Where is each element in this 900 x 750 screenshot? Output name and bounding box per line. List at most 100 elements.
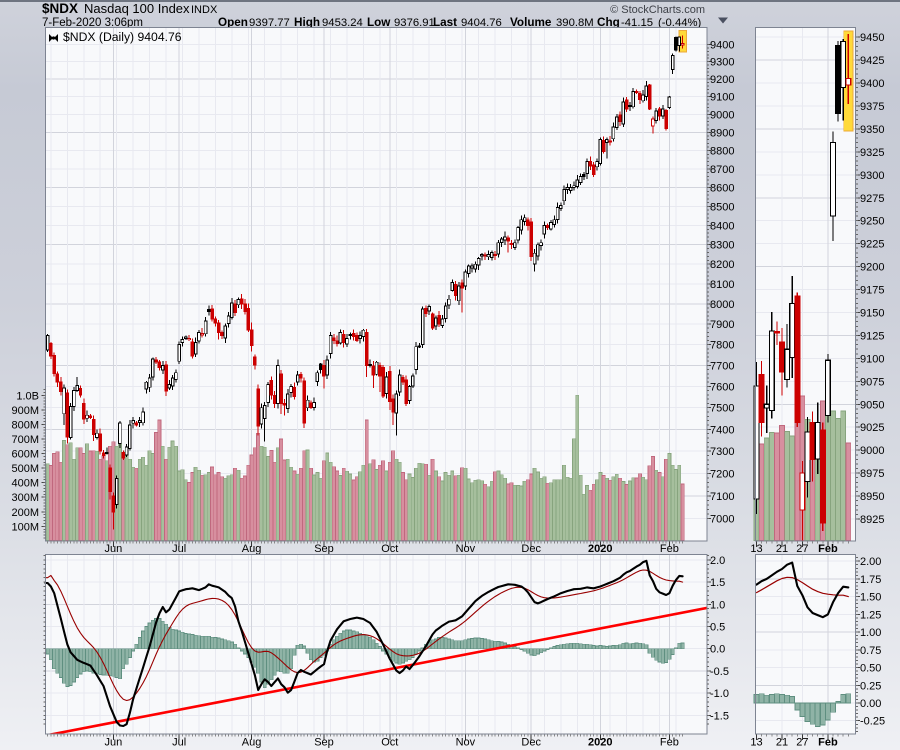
svg-text:9225: 9225 — [860, 239, 884, 251]
svg-text:9025: 9025 — [860, 422, 884, 434]
svg-text:7800: 7800 — [710, 340, 734, 352]
svg-text:-41.15: -41.15 — [621, 17, 653, 29]
svg-text:300M: 300M — [11, 492, 39, 504]
svg-text:Chg: Chg — [597, 16, 620, 29]
svg-text:9397.77: 9397.77 — [249, 17, 290, 29]
svg-text:8300: 8300 — [710, 240, 734, 252]
svg-text:9000: 9000 — [860, 445, 884, 457]
svg-text:7900: 7900 — [710, 319, 734, 331]
svg-text:9125: 9125 — [860, 331, 884, 343]
svg-text:Jul: Jul — [172, 737, 186, 749]
svg-text:$NDX: $NDX — [42, 1, 78, 16]
svg-text:9325: 9325 — [860, 147, 884, 159]
svg-text:9453.24: 9453.24 — [322, 17, 363, 29]
svg-text:Jun: Jun — [105, 543, 123, 555]
svg-text:9175: 9175 — [860, 285, 884, 297]
svg-text:9000: 9000 — [710, 110, 734, 122]
svg-text:7500: 7500 — [710, 403, 734, 415]
svg-text:7000: 7000 — [710, 514, 734, 526]
svg-text:8700: 8700 — [710, 164, 734, 176]
svg-text:7400: 7400 — [710, 424, 734, 436]
svg-text:Low: Low — [367, 16, 391, 29]
svg-text:9375: 9375 — [860, 101, 884, 113]
svg-text:Sep: Sep — [314, 737, 334, 749]
svg-text:9200: 9200 — [710, 74, 734, 86]
svg-text:9400: 9400 — [860, 78, 884, 90]
svg-text:8400: 8400 — [710, 220, 734, 232]
svg-text:8500: 8500 — [710, 201, 734, 213]
svg-text:9075: 9075 — [860, 376, 884, 388]
svg-text:Nov: Nov — [456, 543, 476, 555]
svg-text:Jun: Jun — [105, 737, 123, 749]
svg-text:Open: Open — [218, 16, 248, 29]
svg-text:1.5: 1.5 — [710, 577, 725, 589]
svg-text:-0.5: -0.5 — [710, 666, 729, 678]
svg-text:Sep: Sep — [314, 543, 334, 555]
svg-text:9100: 9100 — [710, 92, 734, 104]
svg-text:8800: 8800 — [710, 146, 734, 158]
svg-text:INDX: INDX — [191, 4, 218, 16]
svg-text:1.0B: 1.0B — [16, 390, 39, 402]
svg-text:9404.76: 9404.76 — [461, 17, 502, 29]
svg-text:$NDX (Daily) 9404.76: $NDX (Daily) 9404.76 — [63, 30, 182, 44]
svg-text:Jul: Jul — [172, 543, 186, 555]
svg-text:0.0: 0.0 — [710, 644, 725, 656]
svg-text:100M: 100M — [11, 521, 39, 533]
svg-text:9400: 9400 — [710, 40, 734, 52]
svg-text:8900: 8900 — [710, 127, 734, 139]
svg-text:8000: 8000 — [710, 299, 734, 311]
svg-text:Last: Last — [433, 16, 457, 29]
svg-text:2020: 2020 — [588, 543, 612, 555]
svg-text:21: 21 — [776, 737, 788, 749]
svg-text:9200: 9200 — [860, 262, 884, 274]
svg-text:9350: 9350 — [860, 124, 884, 136]
svg-text:7700: 7700 — [710, 360, 734, 372]
svg-text:Feb: Feb — [660, 543, 679, 555]
svg-text:7-Feb-2020 3:06pm: 7-Feb-2020 3:06pm — [42, 17, 143, 29]
svg-text:9450: 9450 — [860, 32, 884, 44]
svg-text:Aug: Aug — [242, 737, 262, 749]
svg-text:13: 13 — [750, 737, 762, 749]
svg-text:700M: 700M — [11, 434, 39, 446]
svg-text:9250: 9250 — [860, 216, 884, 228]
svg-text:Feb: Feb — [818, 737, 838, 749]
svg-text:2020: 2020 — [588, 737, 612, 749]
svg-text:Dec: Dec — [521, 543, 541, 555]
svg-text:400M: 400M — [11, 478, 39, 490]
svg-text:7100: 7100 — [710, 491, 734, 503]
svg-text:8200: 8200 — [710, 259, 734, 271]
svg-text:13: 13 — [750, 543, 762, 555]
svg-text:1.25: 1.25 — [860, 609, 881, 621]
svg-text:Feb: Feb — [660, 737, 679, 749]
svg-text:9150: 9150 — [860, 308, 884, 320]
svg-text:21: 21 — [776, 543, 788, 555]
svg-text:9100: 9100 — [860, 353, 884, 365]
svg-text:1.50: 1.50 — [860, 592, 881, 604]
svg-text:8950: 8950 — [860, 491, 884, 503]
svg-text:0.75: 0.75 — [860, 645, 881, 657]
svg-text:1.0: 1.0 — [710, 599, 725, 611]
svg-text:27: 27 — [796, 737, 808, 749]
svg-text:Oct: Oct — [381, 543, 398, 555]
svg-text:8600: 8600 — [710, 183, 734, 195]
svg-text:800M: 800M — [11, 419, 39, 431]
svg-text:200M: 200M — [11, 507, 39, 519]
svg-text:9425: 9425 — [860, 55, 884, 67]
svg-text:Volume: Volume — [510, 16, 552, 29]
svg-text:1.75: 1.75 — [860, 574, 881, 586]
svg-text:7300: 7300 — [710, 446, 734, 458]
svg-text:0.50: 0.50 — [860, 663, 881, 675]
svg-text:-1.5: -1.5 — [710, 710, 729, 722]
svg-text:9275: 9275 — [860, 193, 884, 205]
svg-text:9050: 9050 — [860, 399, 884, 411]
svg-text:2.00: 2.00 — [860, 556, 881, 568]
svg-text:Nasdaq 100 Index: Nasdaq 100 Index — [84, 1, 190, 16]
svg-text:500M: 500M — [11, 463, 39, 475]
svg-text:-0.25: -0.25 — [860, 716, 885, 728]
svg-text:600M: 600M — [11, 449, 39, 461]
svg-text:Nov: Nov — [456, 737, 476, 749]
svg-text:27: 27 — [796, 543, 808, 555]
svg-text:0.5: 0.5 — [710, 622, 725, 634]
svg-text:390.8M: 390.8M — [556, 17, 594, 29]
svg-text:8975: 8975 — [860, 468, 884, 480]
